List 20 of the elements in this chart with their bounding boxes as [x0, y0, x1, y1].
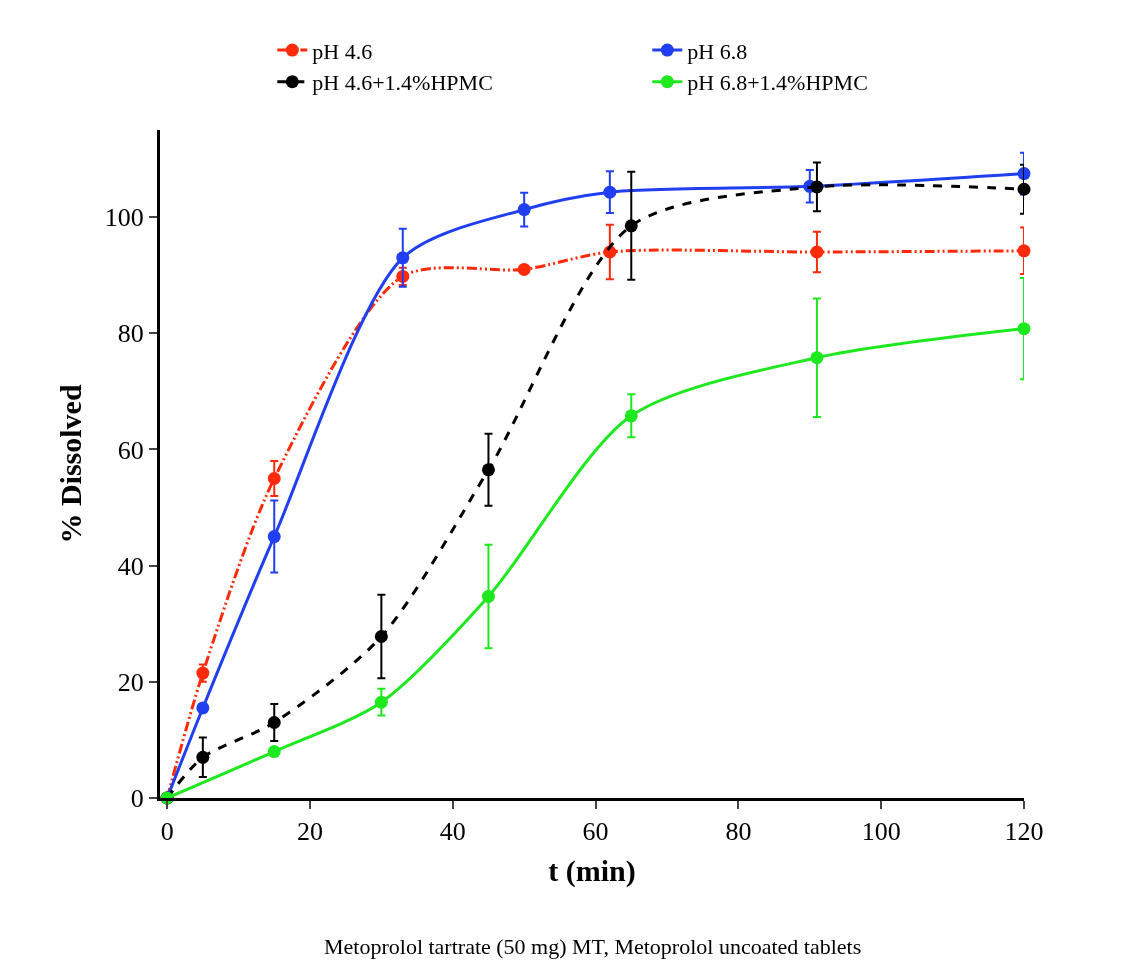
- x-axis-title: t (min): [548, 853, 636, 888]
- x-tick-label: 120: [1004, 817, 1044, 847]
- legend-label: pH 4.6: [312, 38, 373, 64]
- legend-label: pH 4.6+1.4%HPMC: [312, 70, 493, 96]
- x-tick-label: 40: [439, 817, 466, 847]
- x-tick-label: 20: [296, 817, 323, 847]
- y-tick-label: 80: [117, 319, 144, 349]
- x-tick-label: 0: [160, 817, 174, 847]
- x-tick-label: 80: [725, 817, 752, 847]
- x-tick-label: 60: [582, 817, 609, 847]
- y-tick-label: 100: [104, 203, 144, 233]
- y-tick-label: 20: [117, 667, 144, 697]
- legend-label: pH 6.8+1.4%HPMC: [687, 70, 868, 96]
- y-tick-label: 0: [130, 784, 144, 814]
- x-tick-label: 100: [861, 817, 901, 847]
- text: Metoprolol tartrate (50 mg) MT, Metoprolol uncoated tablets: [324, 934, 862, 959]
- y-axis-title: % Dissolved: [53, 384, 87, 544]
- y-tick-label: 40: [117, 551, 144, 581]
- y-tick-label: 60: [117, 435, 144, 465]
- legend-label: pH 6.8: [687, 38, 748, 64]
